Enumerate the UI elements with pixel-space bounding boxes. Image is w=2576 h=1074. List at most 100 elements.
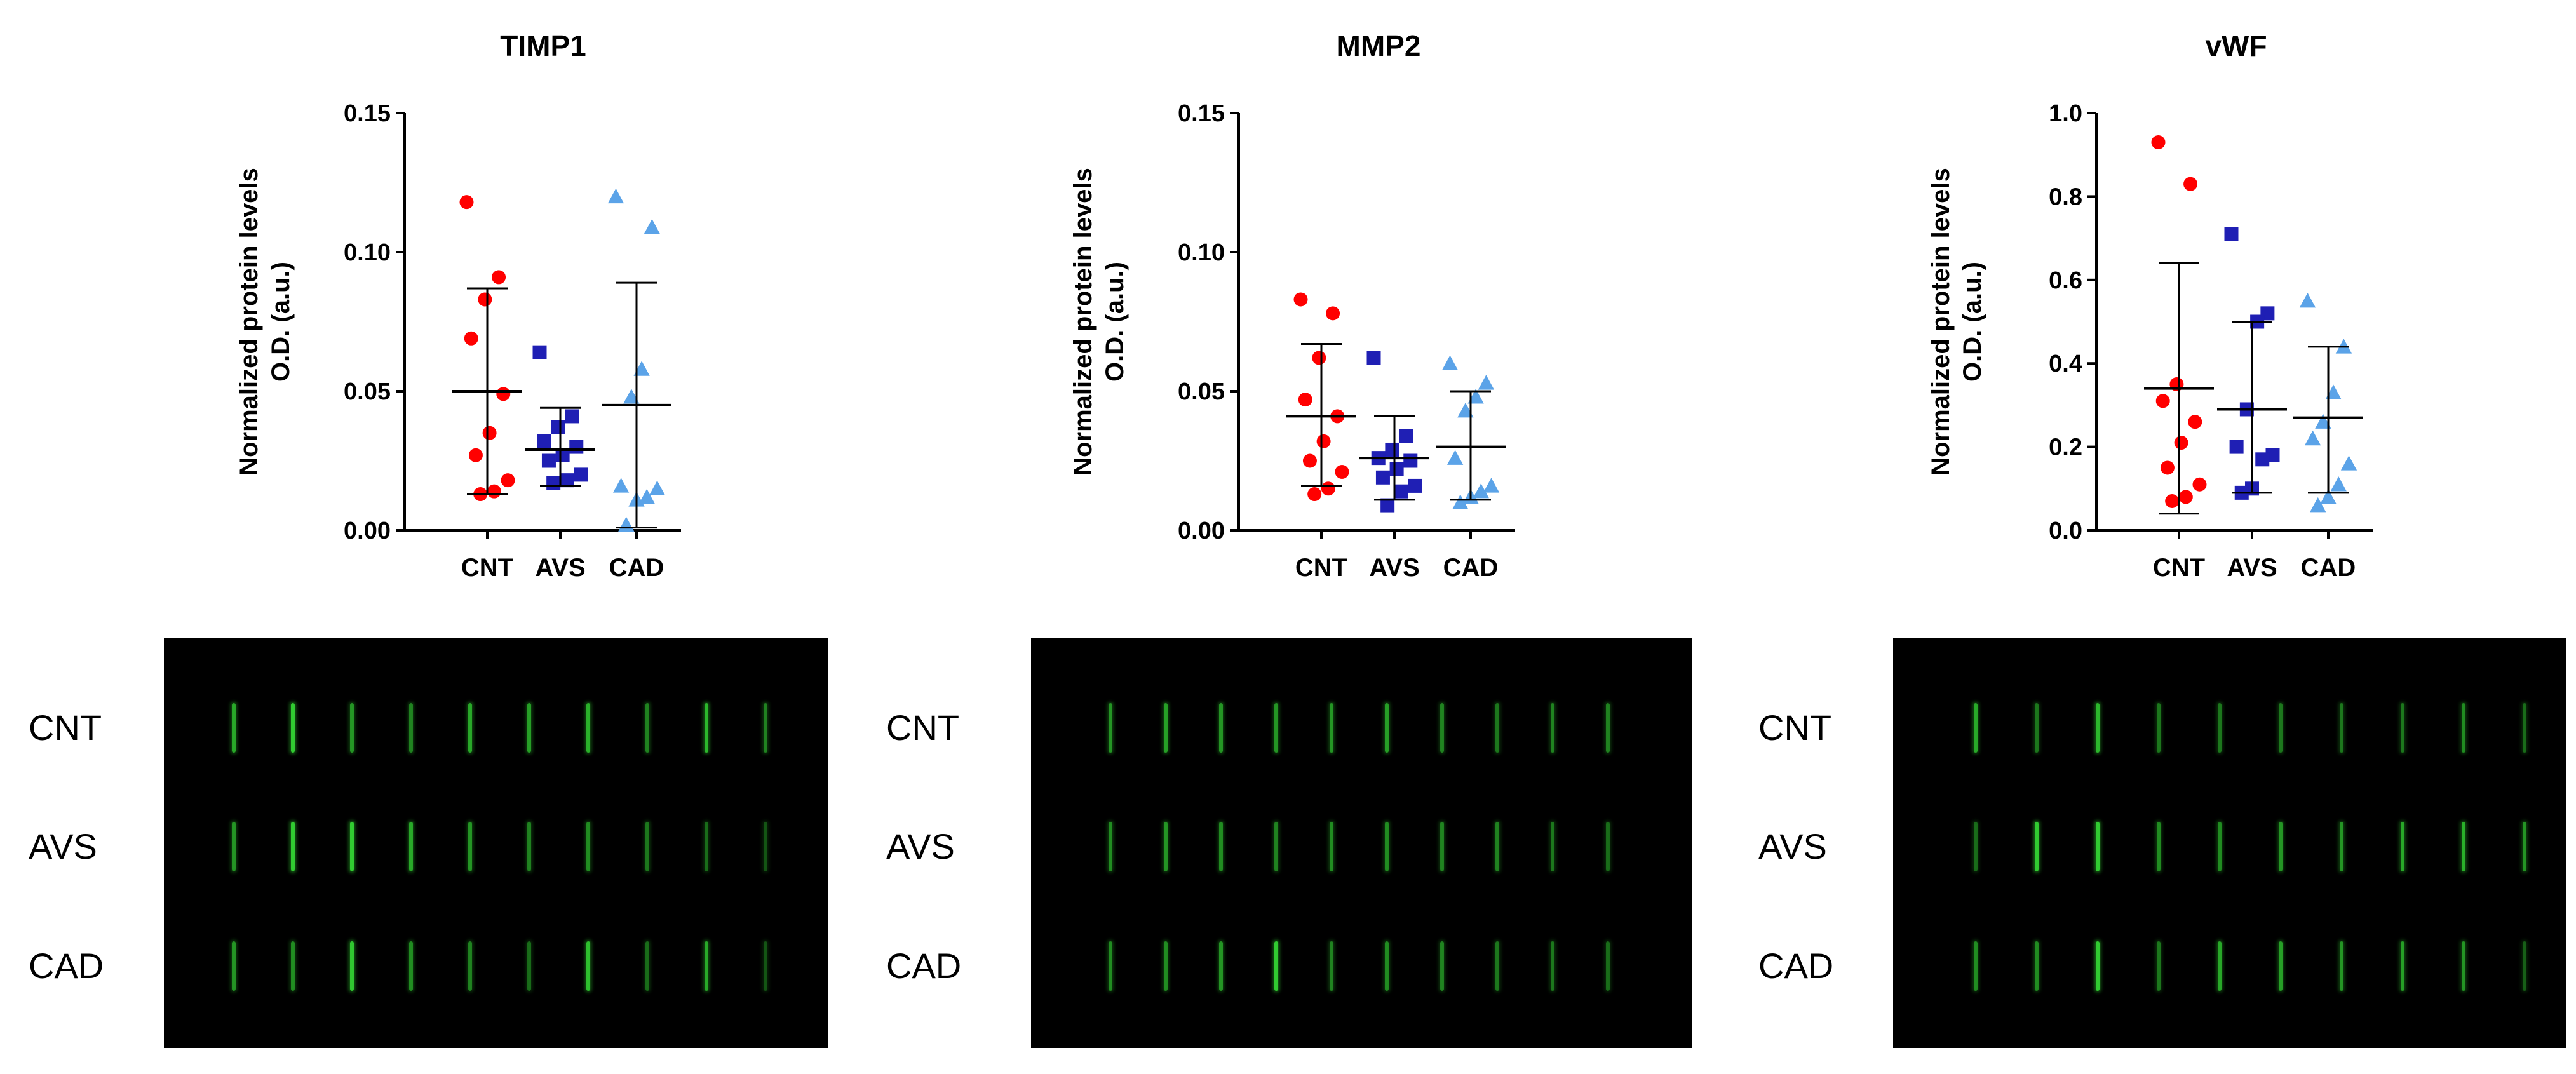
blot-band [2401, 941, 2404, 991]
y-axis-label: Normalized protein levels [1927, 168, 1955, 476]
series-avs [2217, 227, 2287, 500]
blot-band [2340, 703, 2343, 753]
data-point-square [574, 467, 588, 482]
blot-band [2401, 822, 2404, 871]
data-point-square [1380, 498, 1395, 513]
blot-band [291, 941, 295, 991]
blot-band [764, 703, 767, 753]
data-point-square [1389, 462, 1404, 476]
blot-band [527, 822, 531, 871]
blot-band-glow [2277, 702, 2284, 754]
data-point-triangle [2330, 476, 2347, 492]
data-point-circle [1312, 351, 1326, 365]
blot-band [1495, 822, 1499, 871]
y-tick-label: 0.2 [2049, 434, 2082, 461]
blot-row-label: AVS [1758, 826, 1827, 866]
blot-band [1495, 703, 1499, 753]
data-point-circle [2160, 460, 2175, 475]
data-point-triangle [1452, 494, 1469, 509]
blot-band [2035, 941, 2039, 991]
blot-band [1974, 703, 1978, 753]
series-avs [525, 345, 595, 490]
x-tick-label: CNT [461, 554, 513, 582]
blot-band [232, 941, 236, 991]
data-point-square [1375, 470, 1390, 485]
data-point-circle [2183, 177, 2198, 191]
series-cad [602, 188, 671, 532]
data-point-triangle [1467, 389, 1484, 404]
blot-band [2279, 822, 2283, 871]
data-point-triangle [2340, 455, 2357, 471]
blot-band [409, 703, 413, 753]
x-tick-label: AVS [2227, 554, 2277, 582]
chart-title: MMP2 [1337, 29, 1421, 62]
blot-row-label: CAD [1758, 946, 1833, 986]
blot-band-glow [1972, 821, 1979, 873]
data-point-square [560, 473, 574, 488]
blot-band [2096, 703, 2100, 753]
x-tick-label: CNT [1295, 554, 1347, 582]
blot-band [232, 703, 236, 753]
blot-band-glow [2521, 702, 2528, 754]
data-point-triangle [638, 488, 655, 504]
blot-image [1893, 638, 2566, 1048]
blot-band [1164, 941, 1168, 991]
blot-band [2279, 703, 2283, 753]
blot-band-glow [1494, 702, 1500, 754]
data-point-square [555, 448, 570, 462]
data-point-circle [1335, 465, 1349, 480]
blot-band [350, 822, 354, 871]
y-tick-label: 0.8 [2049, 184, 2082, 210]
x-tick-label: CAD [1443, 554, 1499, 582]
blot-band [645, 822, 649, 871]
blot-band [645, 703, 649, 753]
data-point-circle [2192, 477, 2207, 492]
y-tick-label: 0.15 [1178, 100, 1225, 127]
data-point-triangle [612, 478, 630, 493]
blot-band [1440, 822, 1444, 871]
chart-title: vWF [2205, 29, 2267, 62]
data-point-triangle [1441, 355, 1459, 370]
data-point-circle [492, 270, 506, 285]
data-point-circle [2188, 415, 2202, 429]
y-axis-label: Normalized protein levels [1069, 168, 1097, 476]
blot-row-label: CNT [1758, 708, 1831, 748]
data-point-triangle [2325, 384, 2342, 399]
blot-band [2157, 822, 2161, 871]
chart-panel-vwf: vWF Normalized protein levels O.D. (a.u.) 0… [1927, 29, 2373, 582]
blot-row-label: CNT [886, 708, 959, 748]
blot-band [2401, 703, 2404, 753]
data-point-circle [468, 448, 483, 462]
blot-band [2157, 703, 2161, 753]
blot-band [350, 703, 354, 753]
blot-band [764, 941, 767, 991]
y-axis-label: O.D. (a.u.) [267, 262, 295, 382]
data-point-triangle [1446, 450, 1464, 465]
blot-band [232, 822, 236, 871]
y-tick-label: 0.6 [2049, 267, 2082, 294]
data-point-triangle [623, 389, 640, 404]
y-tick-label: 0.05 [1178, 379, 1225, 405]
blot-band [1440, 703, 1444, 753]
blot-image [1031, 638, 1692, 1048]
data-point-circle [2165, 494, 2180, 509]
data-point-triangle [2315, 413, 2331, 429]
blot-band [2218, 941, 2222, 991]
blot-band [1219, 822, 1223, 871]
blot-band [1606, 822, 1610, 871]
blot-band-glow [1605, 821, 1611, 873]
blot-band-glow [2216, 702, 2223, 754]
blot-band [2523, 941, 2526, 991]
blot-band [2340, 822, 2343, 871]
blot-band [1551, 941, 1554, 991]
data-point-circle [1298, 393, 1312, 407]
blot-band [1274, 703, 1278, 753]
data-point-square [537, 434, 551, 448]
data-point-square [1385, 442, 1399, 457]
blot-band [1974, 941, 1978, 991]
data-point-circle [1316, 434, 1331, 448]
blot-band [1330, 703, 1333, 753]
y-tick-label: 0.4 [2049, 351, 2082, 377]
blot-band [1330, 822, 1333, 871]
blot-band [705, 822, 708, 871]
